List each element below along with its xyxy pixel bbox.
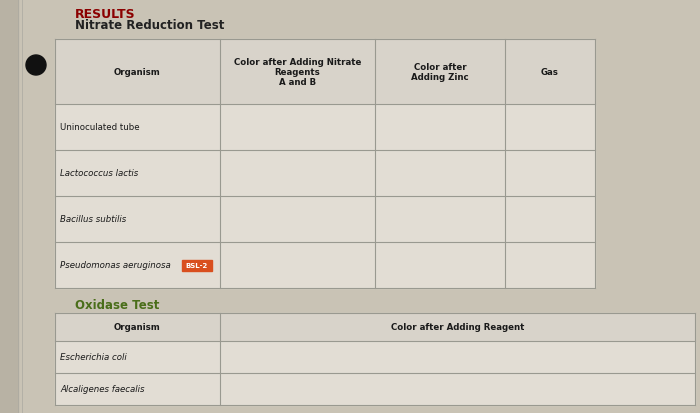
Bar	[55, 40, 595, 105]
Text: Gas: Gas	[541, 68, 559, 77]
Bar	[55, 197, 595, 242]
Text: Nitrate Reduction Test: Nitrate Reduction Test	[75, 19, 225, 32]
Text: Lactococcus lactis: Lactococcus lactis	[60, 169, 139, 178]
Text: Alcaligenes faecalis: Alcaligenes faecalis	[60, 385, 144, 394]
Bar	[55, 341, 695, 373]
Text: Bacillus subtilis: Bacillus subtilis	[60, 215, 126, 224]
Text: Organism: Organism	[114, 323, 161, 332]
Text: Escherichia coli: Escherichia coli	[60, 353, 127, 362]
Bar	[55, 242, 595, 288]
Text: Organism: Organism	[114, 68, 161, 77]
Bar	[182, 260, 212, 271]
Text: Color after Adding Reagent: Color after Adding Reagent	[391, 323, 524, 332]
Bar	[55, 313, 695, 341]
Text: Pseudomonas aeruginosa: Pseudomonas aeruginosa	[60, 261, 171, 270]
Text: Oxidase Test: Oxidase Test	[75, 298, 160, 311]
Text: RESULTS: RESULTS	[75, 8, 136, 21]
Text: Color after Adding Nitrate
Reagents
A and B: Color after Adding Nitrate Reagents A an…	[234, 57, 361, 87]
Text: Uninoculated tube: Uninoculated tube	[60, 123, 139, 132]
Text: Color after
Adding Zinc: Color after Adding Zinc	[411, 63, 469, 82]
Bar	[55, 105, 595, 151]
Bar	[55, 151, 595, 197]
Circle shape	[26, 56, 46, 76]
Bar	[55, 373, 695, 405]
Text: BSL-2: BSL-2	[186, 262, 208, 268]
Bar	[0, 0, 18, 413]
